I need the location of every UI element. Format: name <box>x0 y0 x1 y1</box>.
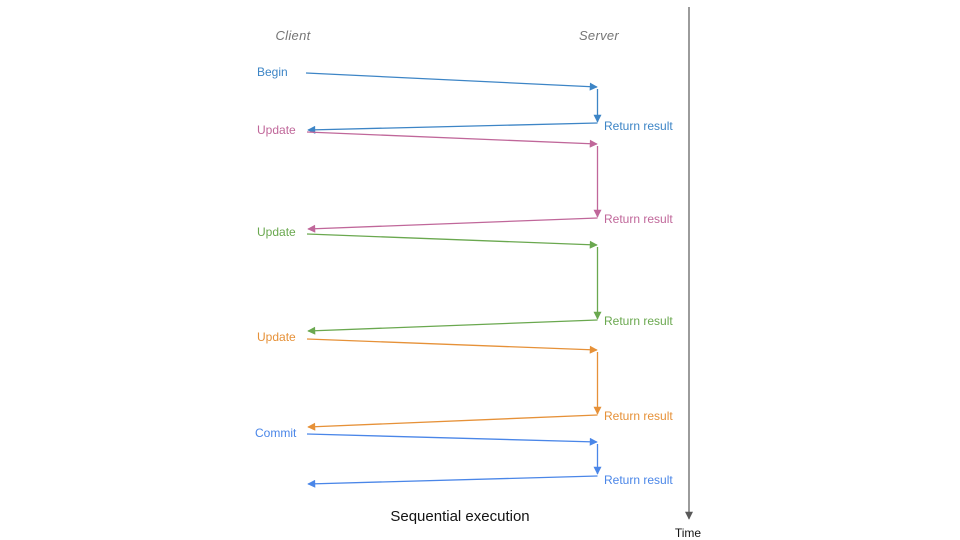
return-result-label-update-3: Return result <box>604 409 673 423</box>
return-result-label-commit: Return result <box>604 473 673 487</box>
message-label-commit: Commit <box>255 426 297 440</box>
return-result-label-update-2: Return result <box>604 314 673 328</box>
server-lifeline-label: Server <box>579 28 619 43</box>
message-label-update-3: Update <box>257 330 296 344</box>
return-result-label-begin: Return result <box>604 119 673 133</box>
return-arrow-update-3 <box>307 414 598 431</box>
return-result-label-update-1: Return result <box>604 212 673 226</box>
message-commit: Commit Return result <box>255 426 673 488</box>
message-update-3: Update Return result <box>257 330 673 431</box>
request-arrow-update-3 <box>306 338 598 354</box>
return-arrow-update-2 <box>307 319 598 335</box>
time-axis-label: Time <box>675 526 702 540</box>
request-arrow-update-2 <box>306 233 598 249</box>
return-arrow-update-1 <box>307 217 598 233</box>
request-arrow-begin <box>305 72 598 91</box>
diagram-title: Sequential execution <box>390 508 529 525</box>
message-update-2: Update Return result <box>257 225 673 335</box>
message-label-begin: Begin <box>257 65 288 79</box>
message-update-1: Update Return result <box>257 123 673 233</box>
message-label-update-1: Update <box>257 123 296 137</box>
request-arrow-commit <box>306 433 598 446</box>
message-label-update-2: Update <box>257 225 296 239</box>
time-axis: Time <box>675 7 702 540</box>
client-lifeline-label: Client <box>275 28 311 43</box>
message-begin: Begin Return result <box>257 65 673 134</box>
return-arrow-commit <box>307 475 598 488</box>
request-arrow-update-1 <box>306 131 598 148</box>
return-arrow-begin <box>307 122 598 134</box>
